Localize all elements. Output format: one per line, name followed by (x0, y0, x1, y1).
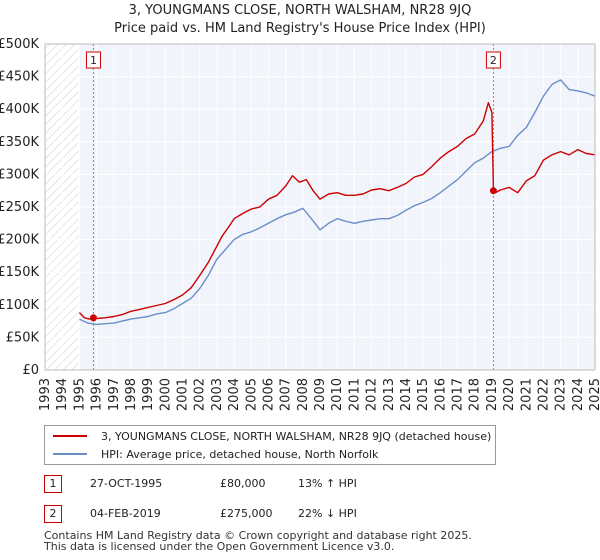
x-tick-label: 2012 (365, 378, 380, 411)
y-tick-label: £350K (0, 135, 39, 150)
x-tick-label: 2020 (502, 378, 517, 411)
x-tick-label: 2016 (433, 378, 448, 411)
x-tick-label: 2024 (571, 378, 586, 411)
x-tick-label: 2021 (519, 378, 534, 411)
x-tick-label: 1999 (141, 378, 156, 411)
x-tick-label: 1996 (90, 378, 105, 411)
legend-label-property: 3, YOUNGMANS CLOSE, NORTH WALSHAM, NR28 … (101, 429, 492, 443)
x-tick-label: 2005 (244, 378, 259, 411)
y-tick-label: £100K (0, 298, 39, 313)
x-tick-label: 2007 (279, 378, 294, 411)
sale-badge-chart (85, 51, 101, 69)
sale-badge-1: 1 (44, 475, 62, 493)
legend-swatch-property (53, 435, 87, 437)
x-tick-label: 2025 (588, 378, 600, 411)
x-tick-label: 2002 (193, 378, 208, 411)
x-tick-label: 1995 (72, 378, 87, 411)
x-tick-label: 1997 (107, 378, 122, 411)
footer-line-1: Contains HM Land Registry data © Crown c… (44, 529, 472, 542)
y-tick-label: £200K (0, 233, 39, 248)
x-tick-label: 2015 (416, 378, 431, 411)
x-tick-label: 2001 (176, 378, 191, 411)
sale-price-2: £275,000 (220, 507, 273, 520)
plot-frame (44, 43, 596, 371)
legend: 3, YOUNGMANS CLOSE, NORTH WALSHAM, NR28 … (44, 425, 496, 465)
sale-badge-2: 2 (44, 505, 62, 523)
sale-point (489, 187, 497, 195)
y-tick-label: £250K (0, 200, 39, 215)
footer: Contains HM Land Registry data © Crown c… (44, 530, 472, 552)
y-tick-label: £400K (0, 102, 39, 117)
sale-badge-chart (485, 51, 501, 69)
x-tick-label: 2019 (485, 378, 500, 411)
sale-row-2: 2 04-FEB-2019 £275,000 22% ↓ HPI (44, 505, 584, 525)
x-tick-label: 2003 (210, 378, 225, 411)
y-tick-label: £50K (6, 330, 40, 345)
sale-badge-chart-label: 2 (490, 54, 497, 67)
sale-date-1: 27-OCT-1995 (90, 477, 163, 490)
x-tick-label: 2013 (382, 378, 397, 411)
x-tick-label: 2009 (313, 378, 328, 411)
x-tick-label: 2000 (158, 378, 173, 411)
y-tick-label: £500K (0, 37, 39, 52)
x-tick-label: 1993 (38, 378, 53, 411)
chart-subtitle: Price paid vs. HM Land Registry's House … (114, 21, 486, 36)
x-tick-label: 2011 (347, 378, 362, 411)
chart-title: 3, YOUNGMANS CLOSE, NORTH WALSHAM, NR28 … (129, 3, 472, 18)
x-tick-label: 2008 (296, 378, 311, 411)
y-tick-label: £0 (22, 363, 39, 378)
legend-item-property: 3, YOUNGMANS CLOSE, NORTH WALSHAM, NR28 … (53, 427, 491, 445)
y-tick-label: £300K (0, 167, 39, 182)
property-price-line (78, 101, 596, 320)
sale-hpi-2: 22% ↓ HPI (298, 507, 357, 520)
legend-label-hpi: HPI: Average price, detached house, Nort… (101, 447, 379, 461)
x-tick-label: 2004 (227, 378, 242, 411)
x-tick-label: 2014 (399, 378, 414, 411)
x-tick-label: 2018 (468, 378, 483, 411)
sale-badge-chart-label: 1 (90, 54, 97, 67)
hpi-line (79, 79, 596, 326)
footer-line-2: This data is licensed under the Open Gov… (44, 540, 395, 553)
x-tick-label: 1998 (124, 378, 139, 411)
price-chart: 3, YOUNGMANS CLOSE, NORTH WALSHAM, NR28 … (0, 3, 600, 411)
x-tick-label: 2023 (554, 378, 569, 411)
sale-date-2: 04-FEB-2019 (90, 507, 161, 520)
x-tick-label: 2010 (330, 378, 345, 411)
y-tick-label: £450K (0, 70, 39, 85)
x-tick-label: 1994 (55, 378, 70, 411)
x-tick-label: 2006 (261, 378, 276, 411)
y-tick-label: £150K (0, 265, 39, 280)
x-tick-label: 2022 (536, 378, 551, 411)
x-tick-label: 2017 (451, 378, 466, 411)
legend-swatch-hpi (53, 453, 87, 455)
sale-row-1: 1 27-OCT-1995 £80,000 13% ↑ HPI (44, 475, 584, 495)
sale-price-1: £80,000 (220, 477, 266, 490)
sale-hpi-1: 13% ↑ HPI (298, 477, 357, 490)
legend-item-hpi: HPI: Average price, detached house, Nort… (53, 445, 378, 463)
sale-point (89, 314, 97, 322)
